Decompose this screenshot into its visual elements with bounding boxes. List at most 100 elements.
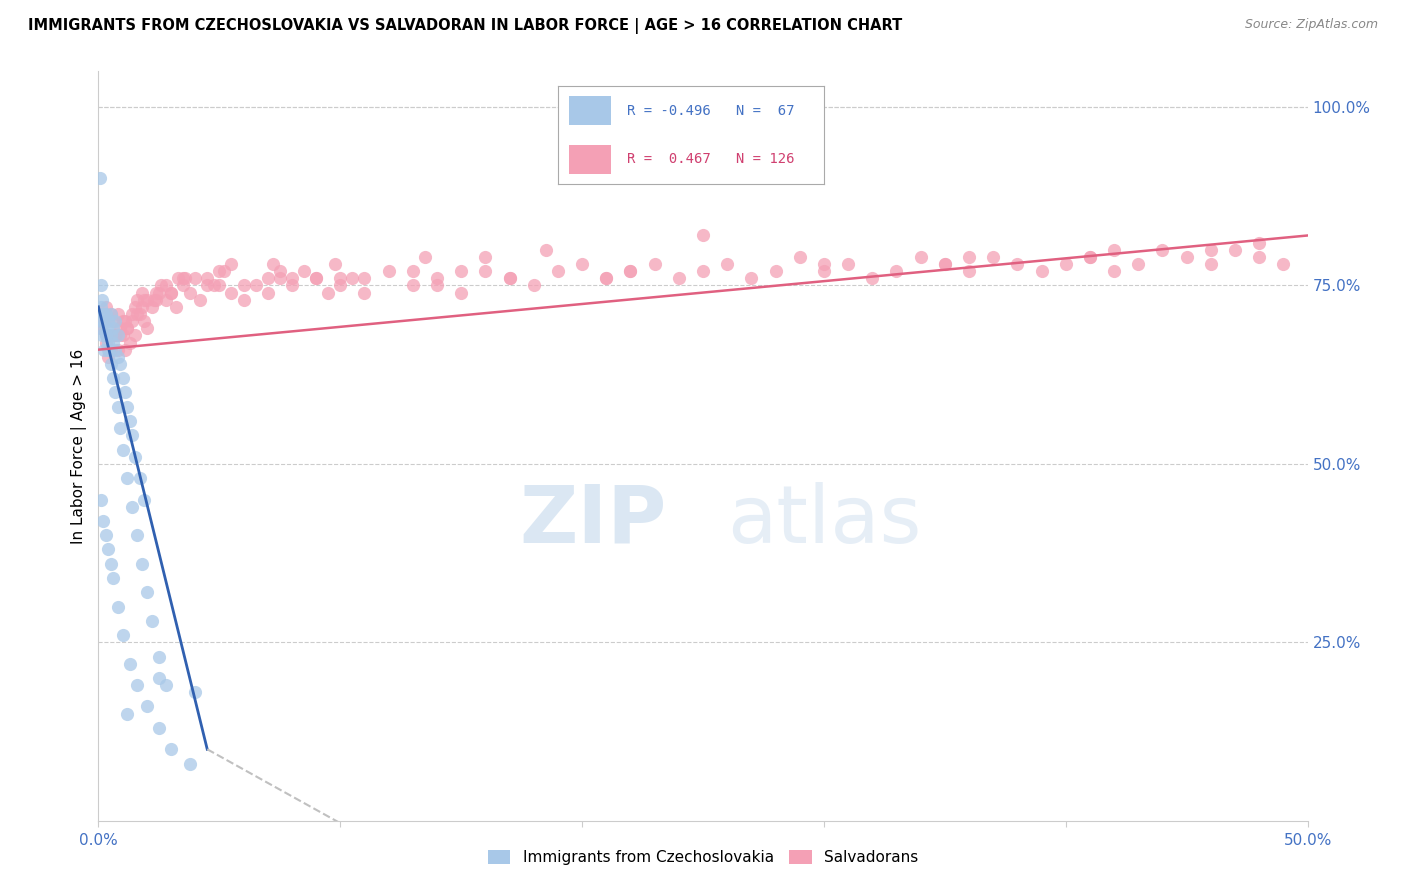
Point [97,335,120,350]
Point [316,285,339,300]
Point [934,257,956,271]
Point [107,400,129,414]
Point [765,264,787,278]
Point [100,328,122,343]
Point [281,271,304,285]
Point [571,257,593,271]
Point [595,271,617,285]
Point [118,335,141,350]
Point [165,300,187,314]
Point [114,385,136,400]
Point [90,300,112,314]
Point [305,271,328,285]
Point [101,314,124,328]
Point [90,321,112,335]
Point [121,314,143,328]
Point [450,285,472,300]
Point [148,721,170,735]
Point [104,343,127,357]
Point [1199,257,1222,271]
Point [172,278,194,293]
Point [141,300,163,314]
Point [1007,257,1029,271]
Point [124,300,146,314]
Point [1272,257,1295,271]
Point [121,500,143,514]
Point [208,278,231,293]
Point [121,428,143,442]
Point [101,371,124,385]
Y-axis label: In Labor Force | Age > 16: In Labor Force | Age > 16 [72,349,87,543]
Point [124,450,146,464]
Point [547,264,569,278]
Point [121,307,143,321]
Point [97,343,120,357]
Point [90,278,112,293]
Point [128,307,150,321]
Point [813,264,835,278]
Point [402,278,425,293]
Point [118,657,141,671]
Point [91,293,114,307]
Text: Source: ZipAtlas.com: Source: ZipAtlas.com [1244,18,1378,31]
Point [292,264,315,278]
Point [377,264,399,278]
Point [94,307,117,321]
Point [107,350,129,364]
Point [104,328,127,343]
Point [104,328,127,343]
Point [179,756,201,771]
Point [413,250,436,264]
Point [107,599,129,614]
Point [1102,264,1125,278]
Point [353,285,375,300]
Point [498,271,520,285]
Text: ZIP: ZIP [519,482,666,560]
Point [108,321,131,335]
Point [305,271,328,285]
Point [245,278,267,293]
Point [1078,250,1101,264]
Point [860,271,883,285]
Point [90,492,112,507]
Point [595,271,617,285]
Point [111,371,134,385]
Point [131,300,153,314]
Point [619,264,641,278]
Point [114,314,136,328]
Point [534,243,557,257]
Point [114,343,136,357]
Point [208,264,231,278]
Point [107,343,129,357]
Point [1078,250,1101,264]
Point [204,278,226,293]
Point [232,278,254,293]
Point [155,678,177,692]
Point [89,321,111,335]
Point [523,278,546,293]
Point [353,271,375,285]
Point [108,328,131,343]
Point [101,335,124,350]
Point [90,314,112,328]
Point [104,314,127,328]
Point [957,264,980,278]
Point [91,514,114,528]
Point [644,257,666,271]
Point [232,293,254,307]
Point [256,271,278,285]
Legend: Immigrants from Czechoslovakia, Salvadorans: Immigrants from Czechoslovakia, Salvador… [488,850,918,865]
Point [91,314,114,328]
Point [716,257,738,271]
Point [1128,257,1150,271]
Point [837,257,859,271]
Point [91,307,114,321]
Point [155,278,177,293]
Point [117,706,139,721]
Point [108,421,131,435]
Point [94,328,117,343]
Point [910,250,932,264]
Point [1054,257,1077,271]
Point [127,528,149,542]
Point [124,328,146,343]
